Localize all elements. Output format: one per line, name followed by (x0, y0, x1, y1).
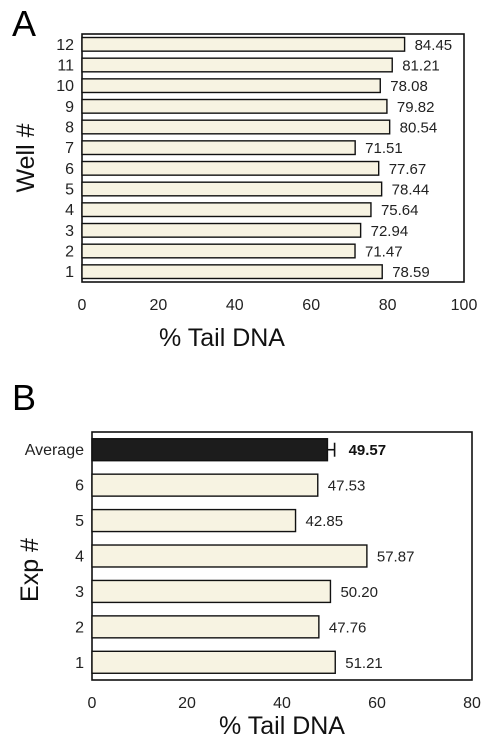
chart-a-x-tick-label: 20 (150, 297, 168, 314)
chart-a-bar-8 (81, 119, 391, 135)
chart-a-value-label: 79.82 (397, 99, 435, 116)
chart-a-y-axis-title: Well # (12, 123, 40, 192)
chart-a-value-label: 78.08 (390, 78, 428, 95)
panel-b-letter: B (12, 377, 36, 418)
chart-a-bar-5 (81, 181, 383, 197)
chart-b-bar-6 (91, 473, 319, 497)
chart-b-category-label: 6 (75, 478, 84, 495)
chart-b-error-bar (327, 442, 336, 457)
chart-a-value-label: 78.44 (392, 182, 430, 199)
chart-b-x-tick-label: 0 (88, 695, 97, 712)
chart-a-category-label: 7 (65, 140, 74, 157)
chart-b-value-label: 51.21 (345, 655, 383, 672)
chart-a-value-label: 81.21 (402, 58, 440, 75)
chart-a-category-label: 12 (56, 37, 74, 54)
chart-a-bar-10 (81, 78, 381, 94)
panel-a-letter: A (12, 3, 36, 44)
chart-a-category-label: 8 (65, 120, 74, 137)
chart-a-category-label: 5 (65, 182, 74, 199)
chart-b-category-label: 4 (75, 549, 84, 566)
chart-b-category-label: 3 (75, 584, 84, 601)
chart-a-category-label: 9 (65, 99, 74, 116)
chart-a-bar-6 (81, 160, 380, 176)
chart-b-bar-4 (91, 544, 368, 568)
chart-a-bar-1 (81, 264, 383, 280)
chart-a-value-label: 77.67 (389, 161, 427, 178)
chart-b-value-label: 47.53 (328, 478, 366, 495)
chart-a-x-tick-label: 0 (78, 297, 87, 314)
chart-a-bar-4 (81, 202, 372, 218)
chart-a-category-label: 10 (56, 78, 74, 95)
chart-a-x-tick-label: 60 (302, 297, 320, 314)
chart-b-y-axis-title: Exp # (16, 538, 44, 602)
chart-a-x-tick-label: 40 (226, 297, 244, 314)
chart-a-value-label: 71.51 (365, 140, 403, 157)
chart-b-value-label: 50.20 (340, 584, 378, 601)
chart-a-value-label: 75.64 (381, 202, 419, 219)
chart-a-bar-9 (81, 98, 388, 114)
chart-a-x-tick-label: 80 (379, 297, 397, 314)
chart-a-x-tick-label: 100 (451, 297, 478, 314)
chart-a-x-axis-title: % Tail DNA (159, 324, 285, 352)
chart-b-bar-3 (91, 579, 332, 604)
chart-b-x-tick-label: 40 (273, 695, 291, 712)
chart-a-plot-frame (81, 33, 465, 283)
chart-a-value-label: 80.54 (400, 120, 438, 137)
chart-b-bar-average (91, 438, 329, 462)
chart-a-bar-11 (81, 57, 393, 73)
chart-a-value-label: 84.45 (415, 37, 453, 54)
chart-b-value-label: 57.87 (377, 549, 415, 566)
chart-b-bar-2 (91, 615, 320, 639)
chart-b-value-label: 49.57 (349, 442, 387, 459)
chart-b-x-axis-title: % Tail DNA (219, 712, 345, 740)
chart-a-value-label: 72.94 (371, 223, 409, 240)
chart-a-bar-3 (81, 222, 362, 238)
chart-b-x-tick-label: 60 (368, 695, 386, 712)
chart-b-category-label: 5 (75, 513, 84, 530)
chart-a-category-label: 2 (65, 244, 74, 261)
chart-b-category-label: Average (25, 442, 84, 459)
chart-a-value-label: 78.59 (392, 264, 430, 281)
chart-a-bar-7 (81, 140, 356, 156)
chart-a-bar-2 (81, 243, 356, 259)
chart-b-category-label: 1 (75, 655, 84, 672)
chart-b-category-label: 2 (75, 619, 84, 636)
chart-a-bar-12 (81, 36, 406, 52)
chart-a-value-label: 71.47 (365, 244, 403, 261)
chart-b-value-label: 47.76 (329, 619, 367, 636)
chart-a-category-label: 1 (65, 264, 74, 281)
chart-a-category-label: 11 (57, 58, 74, 75)
chart-b-bar-5 (91, 508, 297, 533)
chart-a-category-label: 4 (65, 202, 74, 219)
chart-panel-b: % Tail DNA Exp # Average 49.57 6 47.53 5 42.8… (16, 431, 481, 740)
chart-b-x-tick-label: 80 (463, 695, 481, 712)
chart-a-category-label: 3 (65, 223, 74, 240)
chart-b-bar-1 (91, 650, 336, 674)
chart-b-value-label: 42.85 (306, 513, 344, 530)
chart-b-x-tick-label: 20 (178, 695, 196, 712)
chart-a-category-label: 6 (65, 161, 74, 178)
